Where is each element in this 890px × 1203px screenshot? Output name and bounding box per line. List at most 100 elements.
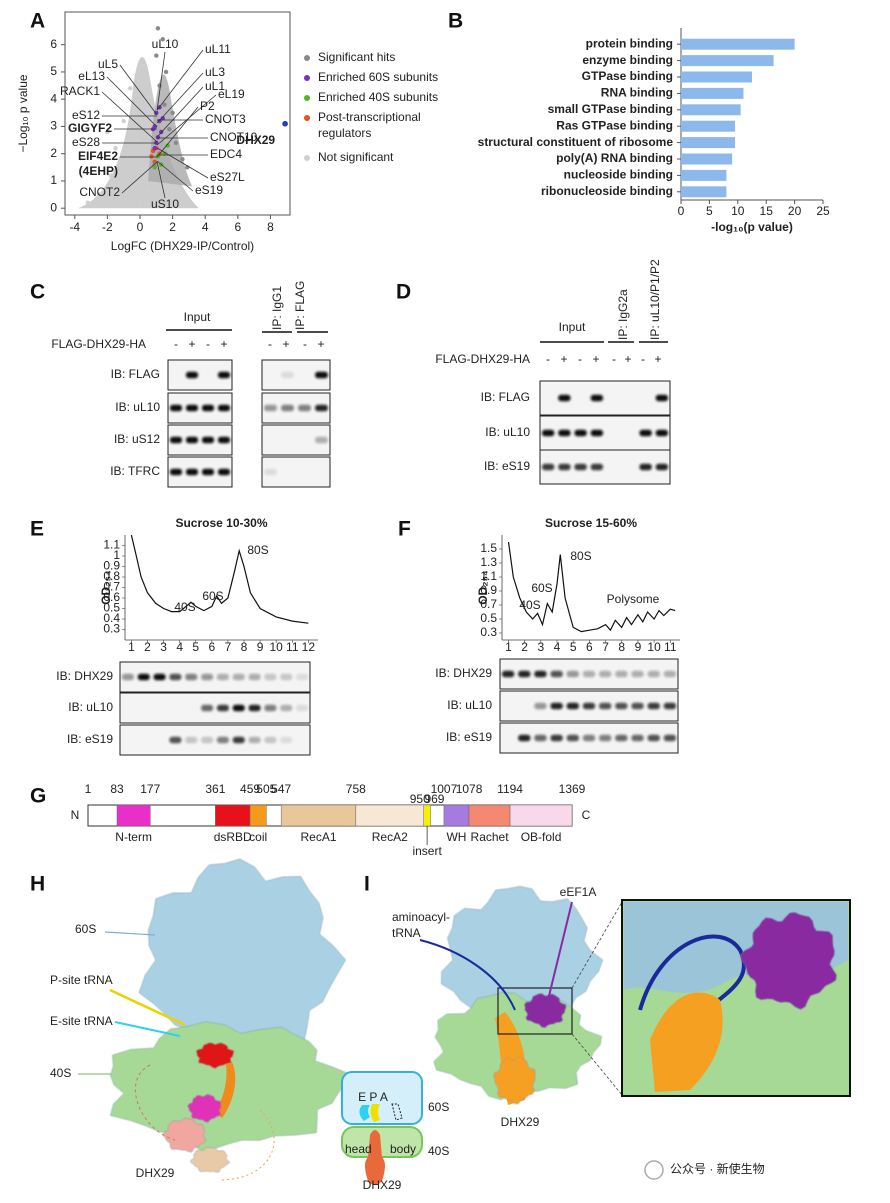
plot-frame: [64, 11, 291, 216]
leader-line: [156, 51, 166, 111]
chart-title: Sucrose 10-30%: [175, 516, 267, 530]
band: [248, 673, 261, 681]
trace-line: [130, 534, 309, 624]
sign: +: [654, 352, 661, 366]
data-point: [155, 135, 161, 140]
category-label: RNA binding: [601, 86, 673, 100]
domain: [249, 804, 267, 827]
peak-label: 60S: [531, 581, 552, 595]
sign: -: [641, 352, 645, 366]
y-tick-label: 0.7: [103, 580, 120, 594]
watermark-icon: [644, 1160, 664, 1180]
band: [647, 734, 660, 742]
data-point: [139, 64, 144, 69]
leader-line: [156, 160, 194, 192]
y-tick-label: 0.5: [480, 611, 497, 625]
category-label: structural constituent of ribosome: [478, 135, 674, 149]
panel-label: C: [30, 281, 45, 304]
sign: +: [282, 337, 289, 351]
band: [663, 670, 677, 678]
residue-number: 177: [140, 782, 160, 796]
x-tick-label: 3: [537, 640, 544, 654]
y-tick-label: 6: [50, 37, 57, 51]
x-tick-label: 3: [160, 640, 167, 654]
y-tick-label: 0.4: [103, 611, 120, 625]
band: [232, 704, 245, 712]
panel-label: F: [398, 518, 411, 541]
band: [550, 734, 563, 742]
band: [615, 734, 628, 742]
y-tick-label: 0.9: [103, 559, 120, 573]
data-point: [128, 86, 133, 91]
trace-line: [507, 541, 676, 633]
sign: -: [303, 337, 307, 351]
band: [217, 404, 231, 412]
band: [599, 702, 612, 710]
point-label: CNOT10: [210, 130, 258, 144]
band: [655, 463, 669, 471]
row-label: IB: eS19: [484, 459, 530, 473]
sign: -: [206, 337, 210, 351]
row-label: FLAG-DHX29-HA: [435, 352, 530, 366]
x-tick-label: -4: [69, 220, 80, 234]
x-tick-label: 2: [521, 640, 528, 654]
domain-label: OB-fold: [521, 830, 562, 844]
band: [599, 734, 612, 742]
band: [298, 404, 311, 412]
legend-label: Post-transcriptional regulators: [318, 110, 424, 140]
pointer: [114, 1021, 181, 1037]
data-point: [154, 110, 159, 116]
x-tick-label: 5: [192, 640, 199, 654]
residue-number: 83: [110, 782, 124, 796]
legend-swatch: [304, 155, 310, 161]
sign: -: [174, 337, 178, 351]
y-tick-label: 1.5: [480, 541, 497, 555]
band: [550, 702, 563, 710]
legend-swatch: [304, 115, 310, 121]
bar: [681, 38, 795, 50]
point-label: (4EHP): [79, 164, 118, 178]
x-tick-label: 10: [731, 204, 745, 218]
data-point: [144, 124, 149, 129]
data-point: [167, 195, 172, 200]
domain: [215, 804, 251, 827]
data-point: [134, 137, 139, 143]
residue-number: 758: [346, 782, 366, 796]
legend-label: Not significant: [318, 150, 394, 164]
schematic-label: 40S: [428, 1144, 449, 1158]
x-tick-label: 4: [176, 640, 183, 654]
peak-label: 40S: [519, 598, 540, 612]
band: [574, 463, 587, 471]
x-tick-label: 4: [202, 220, 209, 234]
data-point: [178, 200, 183, 205]
watermark: 公众号 · 新使生物: [670, 1161, 765, 1176]
domain: [423, 804, 431, 827]
row-label: IB: DHX29: [435, 666, 492, 680]
site-labels: E P A: [358, 1090, 388, 1104]
band: [264, 673, 277, 681]
band: [501, 670, 515, 678]
band: [281, 371, 294, 379]
x-axis-label: LogFC (DHX29-IP/Control): [111, 239, 254, 253]
data-point: [108, 173, 113, 178]
band: [615, 670, 628, 678]
peak-label: Polysome: [607, 592, 660, 606]
category-label: ribonucleoside binding: [541, 184, 673, 198]
band: [296, 673, 309, 681]
pointer: [104, 931, 156, 936]
sign: -: [268, 337, 272, 351]
band: [201, 704, 214, 712]
band: [185, 436, 199, 444]
leader-line: [156, 86, 204, 138]
data-point: [154, 53, 159, 58]
y-tick-label: 1: [50, 173, 57, 187]
leader-line: [106, 76, 158, 128]
point-label: uL11: [205, 42, 231, 56]
y-tick-label: 5: [50, 64, 57, 78]
residue-number: 1: [85, 782, 92, 796]
row-label: IB: uL10: [115, 400, 160, 414]
band: [185, 371, 199, 379]
bar: [681, 87, 744, 99]
domain-label: Rachet: [471, 830, 510, 844]
band: [264, 704, 277, 712]
